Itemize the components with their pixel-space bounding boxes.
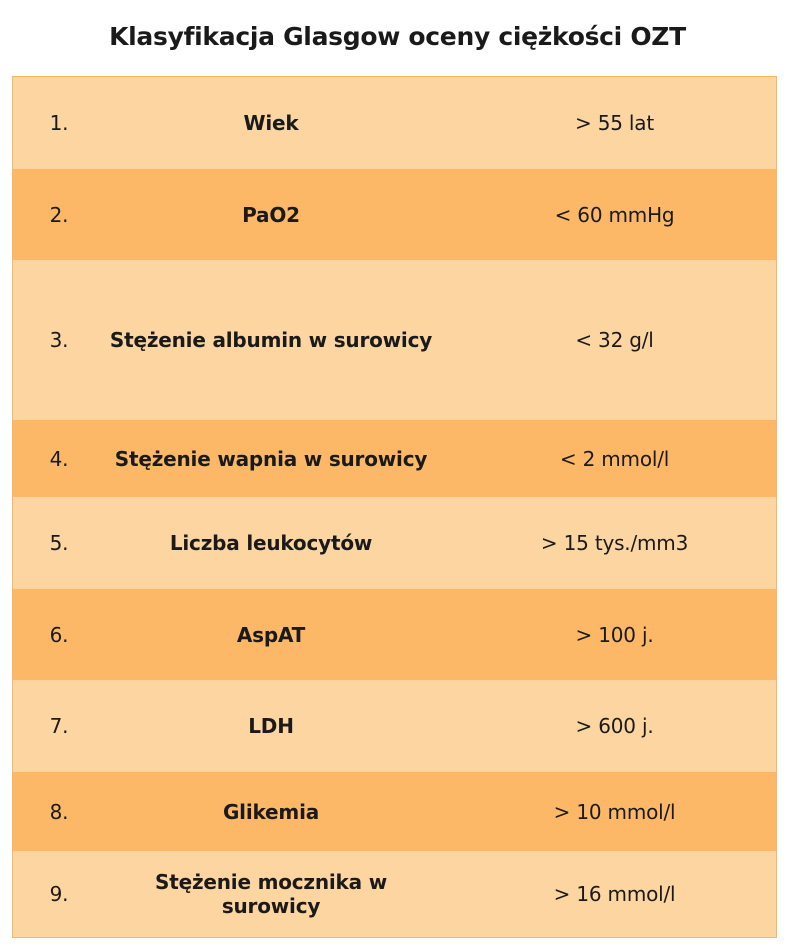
criterion-value: < 60 mmHg xyxy=(554,202,675,227)
criterion-name: AspAT xyxy=(236,622,306,647)
table-row: 7. LDH > 600 j. xyxy=(13,680,776,772)
page-title: Klasyfikacja Glasgow oceny ciężkości OZT xyxy=(109,22,686,51)
row-number: 6. xyxy=(49,622,69,647)
row-number: 8. xyxy=(49,799,69,824)
table-row: 4. Stężenie wapnia w surowicy < 2 mmol/l xyxy=(13,420,776,497)
table-row: 3. Stężenie albumin w surowicy < 32 g/l xyxy=(13,260,776,420)
criterion-value: > 15 tys./mm3 xyxy=(540,531,689,555)
criterion-name: PaO2 xyxy=(242,202,300,227)
criterion-name: Liczba leukocytów xyxy=(169,531,373,555)
table-row: 9. Stężenie mocznika w surowicy > 16 mmo… xyxy=(13,851,776,937)
criterion-value: < 32 g/l xyxy=(575,328,654,352)
criterion-name: Stężenie wapnia w surowicy xyxy=(114,446,428,471)
table-row: 8. Glikemia > 10 mmol/l xyxy=(13,772,776,851)
row-number: 4. xyxy=(49,446,69,471)
criterion-value: > 600 j. xyxy=(575,714,654,738)
criterion-value: > 100 j. xyxy=(575,622,654,647)
criterion-name: LDH xyxy=(248,714,294,738)
criterion-name: Glikemia xyxy=(222,799,320,824)
table-row: 5. Liczba leukocytów > 15 tys./mm3 xyxy=(13,497,776,589)
criterion-value: > 16 mmol/l xyxy=(553,882,676,906)
table-row: 1. Wiek > 55 lat xyxy=(13,77,776,169)
table-row: 2. PaO2 < 60 mmHg xyxy=(13,169,776,260)
glasgow-table: 1. Wiek > 55 lat 2. PaO2 < 60 mmHg 3. St… xyxy=(12,76,777,938)
row-number: 7. xyxy=(49,714,69,738)
criterion-name: Wiek xyxy=(243,111,299,135)
criterion-value: > 10 mmol/l xyxy=(553,799,676,824)
table-row: 6. AspAT > 100 j. xyxy=(13,589,776,680)
criterion-name: Stężenie mocznika w surowicy xyxy=(155,870,387,918)
row-number: 1. xyxy=(49,111,69,135)
criterion-value: < 2 mmol/l xyxy=(559,446,670,471)
row-number: 3. xyxy=(49,328,69,352)
criterion-name: Stężenie albumin w surowicy xyxy=(109,328,433,352)
row-number: 2. xyxy=(49,202,69,227)
criterion-value: > 55 lat xyxy=(575,111,654,135)
row-number: 9. xyxy=(49,882,69,906)
row-number: 5. xyxy=(49,531,69,555)
